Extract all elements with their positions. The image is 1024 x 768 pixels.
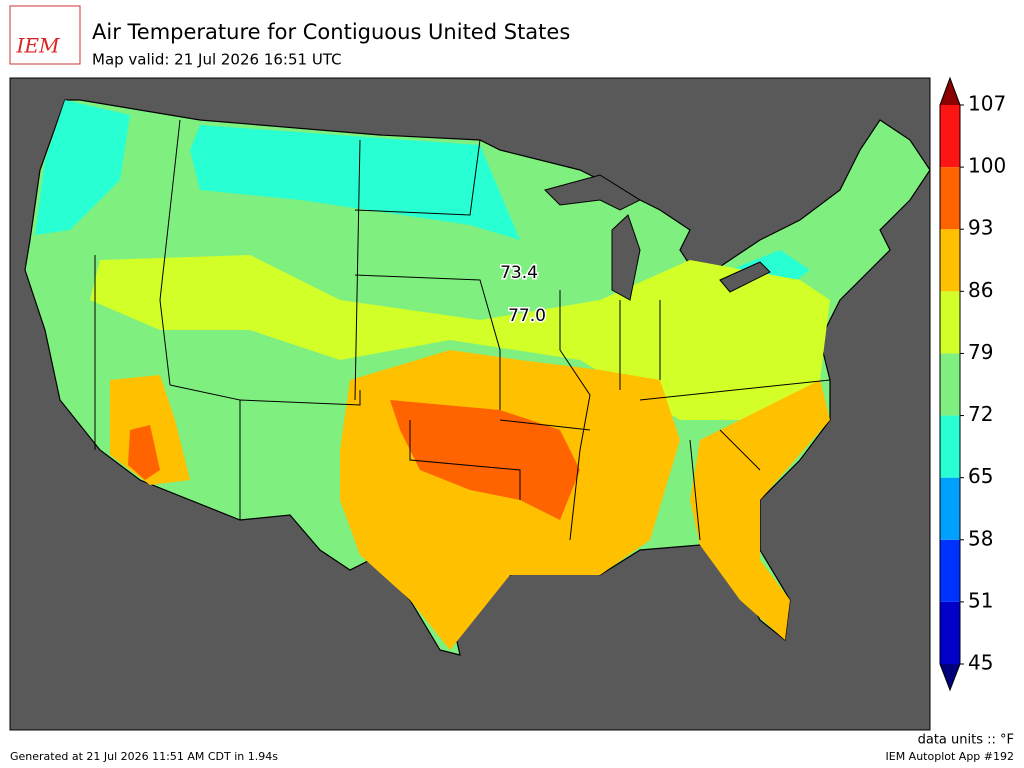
colorbar-band <box>940 539 960 602</box>
colorbar-band <box>940 229 960 292</box>
cool-region <box>35 100 130 235</box>
point-label: 73.4 <box>500 263 538 283</box>
state-lines <box>94 119 831 541</box>
title: Air Temperature for Contiguous United St… <box>92 20 570 44</box>
map: 73.4 77.0 <box>9 77 931 731</box>
colorbar-band <box>940 353 960 416</box>
colorbar-label: 107 <box>968 92 1006 116</box>
cool-region <box>190 125 520 240</box>
lake <box>719 261 771 293</box>
lake <box>544 174 642 211</box>
colorbar-label: 86 <box>968 278 993 302</box>
logo-frame <box>9 5 81 65</box>
hot-region <box>690 380 830 640</box>
colorbar-label: 58 <box>968 526 993 550</box>
footer-app: IEM Autoplot App #192 <box>886 750 1015 763</box>
colorbar-label: 51 <box>968 588 993 612</box>
subtitle: Map valid: 21 Jul 2026 16:51 UTC <box>92 51 342 69</box>
colorbar-label: 72 <box>968 402 993 426</box>
colorbar-label: 93 <box>968 216 993 240</box>
point-label: 77.0 <box>508 306 546 326</box>
logo: IEM <box>9 5 81 65</box>
colorbar-band <box>940 477 960 540</box>
lake <box>611 214 641 301</box>
colorbar-label: 65 <box>968 464 993 488</box>
logo-text: IEM <box>16 34 61 58</box>
very-hot-region <box>128 425 160 480</box>
very-hot-region <box>390 400 580 520</box>
footer-generated: Generated at 21 Jul 2026 11:51 AM CDT in… <box>10 750 278 763</box>
colorbar-band <box>940 105 960 168</box>
colorbar-label: 100 <box>968 154 1006 178</box>
colorbar-under <box>940 664 960 690</box>
colorbar-band <box>940 291 960 354</box>
colorbar-label: 79 <box>968 340 993 364</box>
colorbar-band <box>940 167 960 230</box>
colorbar: 45 51 58 65 72 79 86 93 100 107 <box>939 76 1006 692</box>
colorbar-band <box>940 601 960 664</box>
units-label: data units :: °F <box>918 733 1014 748</box>
colorbar-band <box>940 415 960 478</box>
colorbar-label: 45 <box>968 651 993 675</box>
colorbar-over <box>940 78 960 105</box>
